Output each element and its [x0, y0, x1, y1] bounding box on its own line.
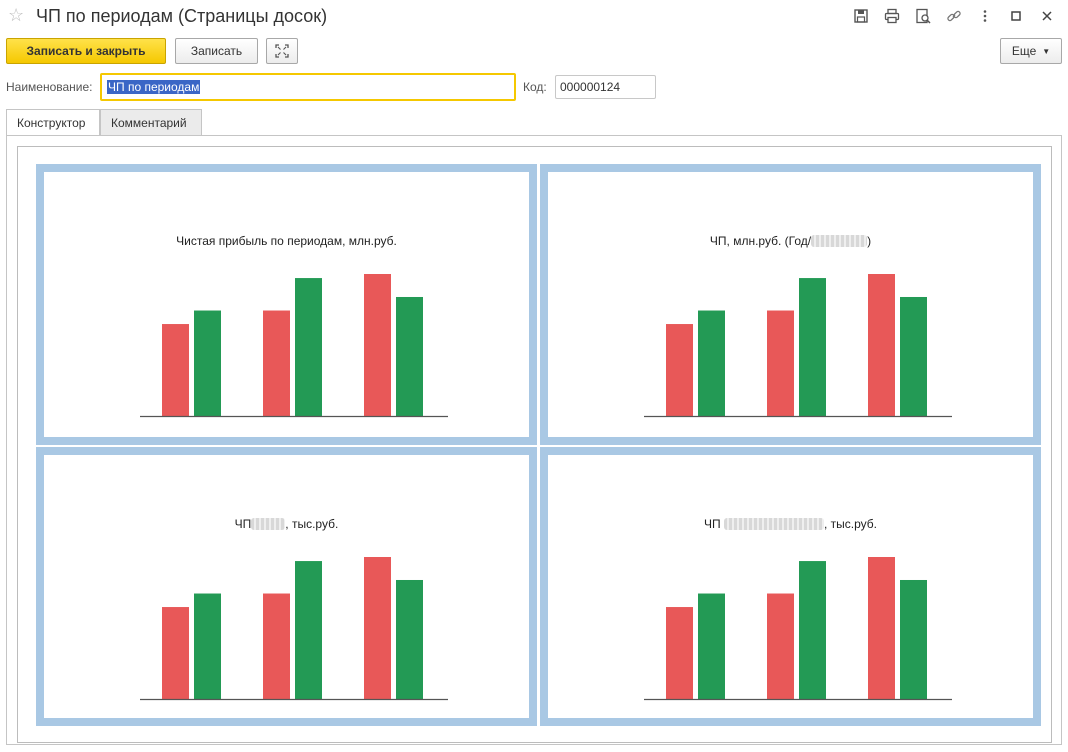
chart-bar [263, 310, 290, 416]
titlebar-actions [845, 6, 1062, 26]
dashboard-board[interactable]: ЧП, млн.руб. (Год/) [540, 164, 1041, 445]
chart-bar [698, 593, 725, 699]
dashboard-board[interactable]: ЧП , тыс.руб. [540, 447, 1041, 726]
more-menu-label: Еще [1011, 44, 1037, 58]
chart-bar [295, 561, 322, 699]
board-card: ЧП, тыс.руб. [44, 455, 529, 718]
chart-bar [162, 607, 189, 699]
chart-bar [767, 593, 794, 699]
board-card: ЧП , тыс.руб. [548, 455, 1033, 718]
chart-bar [364, 557, 391, 699]
star-icon[interactable]: ☆ [8, 5, 25, 25]
window-title: ЧП по периодам (Страницы досок) [36, 6, 328, 26]
dashboard-canvas: Чистая прибыль по периодам, млн.руб. ЧП,… [17, 146, 1052, 743]
chart-bar [698, 310, 725, 416]
blurred-text [251, 518, 286, 530]
chart-bar [868, 274, 895, 416]
chart-bar [396, 579, 423, 699]
chart-bar [666, 607, 693, 699]
bar-chart [644, 557, 952, 701]
constructor-panel: Чистая прибыль по периодам, млн.руб. ЧП,… [6, 135, 1062, 745]
save-and-close-button[interactable]: Записать и закрыть [6, 38, 166, 64]
maximize-icon[interactable] [1000, 6, 1031, 26]
bar-chart [140, 557, 448, 701]
code-label: Код: [523, 80, 547, 94]
form-toolbar: Записать и закрыть Записать Еще ▼ [6, 38, 1062, 64]
chart-bar [799, 278, 826, 416]
close-icon[interactable] [1031, 6, 1062, 26]
code-field[interactable]: 000000124 [555, 75, 656, 99]
chart-bar [799, 561, 826, 699]
save-button[interactable]: Записать [175, 38, 258, 64]
dashboard-board[interactable]: ЧП, тыс.руб. [36, 447, 537, 726]
board-card: ЧП, млн.руб. (Год/) [548, 172, 1033, 437]
chart-bar [900, 579, 927, 699]
expand-icon [275, 44, 289, 58]
bar-chart [644, 274, 952, 418]
board-title: ЧП, млн.руб. (Год/) [709, 234, 872, 248]
chart-bar [364, 274, 391, 416]
tab-comment[interactable]: Комментарий [100, 109, 202, 135]
chart-bar [868, 557, 895, 699]
more-menu-button[interactable]: Еще ▼ [1000, 38, 1062, 64]
print-icon[interactable] [876, 6, 907, 26]
preview-icon[interactable] [907, 6, 938, 26]
save-icon[interactable] [845, 6, 876, 26]
board-title: ЧП, тыс.руб. [234, 517, 339, 531]
tab-constructor[interactable]: Конструктор [6, 109, 100, 136]
header-fields: Наименование: ЧП по периодам Код: 000000… [0, 73, 1068, 101]
chart-bar [666, 324, 693, 416]
expand-button[interactable] [266, 38, 298, 64]
chart-bar [263, 593, 290, 699]
chart-bar [767, 310, 794, 416]
blurred-text [811, 235, 868, 247]
blurred-text [723, 518, 824, 530]
window-titlebar: ☆ ЧП по периодам (Страницы досок) [0, 0, 1068, 34]
chart-bar [194, 593, 221, 699]
more-vertical-icon[interactable] [969, 6, 1000, 26]
chart-bar [900, 296, 927, 416]
board-title: ЧП , тыс.руб. [704, 517, 877, 531]
dashboard-board[interactable]: Чистая прибыль по периодам, млн.руб. [36, 164, 537, 445]
chart-bar [162, 324, 189, 416]
chart-bar [295, 278, 322, 416]
link-icon[interactable] [938, 6, 969, 26]
name-field[interactable]: ЧП по периодам [100, 73, 516, 101]
board-title: Чистая прибыль по периодам, млн.руб. [176, 234, 397, 248]
board-card: Чистая прибыль по периодам, млн.руб. [44, 172, 529, 437]
name-field-value: ЧП по периодам [107, 80, 201, 94]
chevron-down-icon: ▼ [1042, 46, 1051, 56]
chart-bar [396, 296, 423, 416]
bar-chart [140, 274, 448, 418]
name-label: Наименование: [6, 80, 93, 94]
chart-bar [194, 310, 221, 416]
